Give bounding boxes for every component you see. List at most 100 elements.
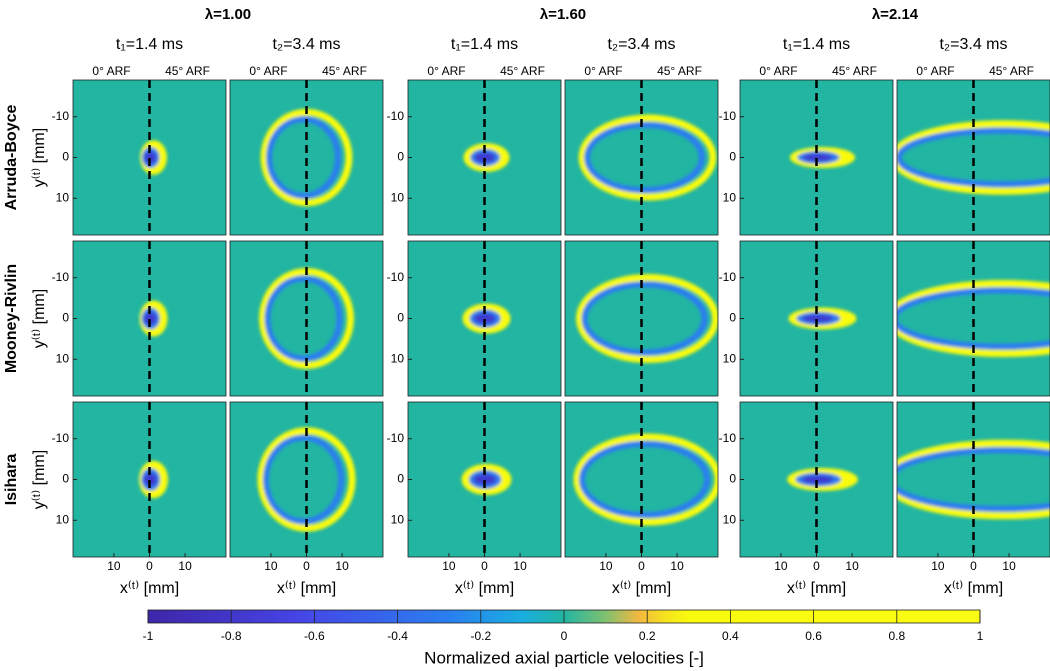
panel-title: t₁=1.4 ms: [783, 36, 850, 53]
heatmap: [897, 402, 1050, 557]
x-axis-label: x⁽ᵗ⁾ [mm]: [787, 580, 846, 597]
wave: [897, 120, 1050, 195]
half-label: 45° ARF: [500, 64, 545, 78]
wave-inner: [264, 275, 343, 362]
wave: [573, 433, 718, 526]
colorbar-label: Normalized axial particle velocities [-]: [424, 648, 704, 667]
row-label: Mooney-Rivlin: [3, 264, 20, 373]
wave-inner: [578, 440, 711, 519]
half-label: 0° ARF: [92, 64, 130, 78]
wave: [787, 468, 858, 491]
colorbar-tick-label: 0: [561, 629, 568, 643]
group-title: λ=1.00: [205, 6, 251, 23]
heatmap: [73, 402, 226, 557]
y-tick-label: -10: [719, 431, 737, 445]
wave-core: [143, 472, 157, 487]
heatmap: [408, 241, 561, 396]
y-tick-label: -10: [387, 109, 405, 123]
y-tick-label: 10: [723, 512, 737, 526]
y-tick-label: 10: [56, 512, 70, 526]
heatmap-bg: [230, 241, 383, 396]
panel-title: t₁=1.4 ms: [116, 36, 183, 53]
x-tick-label: 10: [513, 559, 527, 573]
colorbar-tick-label: 0.4: [722, 629, 739, 643]
panel-title: t₂=3.4 ms: [939, 36, 1007, 53]
half-label: 45° ARF: [989, 64, 1034, 78]
heatmap: [740, 241, 893, 396]
y-tick-label: -10: [387, 431, 405, 445]
heatmap: [740, 402, 893, 557]
y-tick-label: -10: [719, 270, 737, 284]
half-label: 45° ARF: [657, 64, 702, 78]
x-axis-label: x⁽ᵗ⁾ [mm]: [120, 580, 179, 597]
y-tick-label: 0: [62, 311, 69, 325]
wave: [138, 460, 169, 499]
group-title: λ=2.14: [872, 6, 919, 23]
half-label: 0° ARF: [427, 64, 465, 78]
y-tick-label: 10: [56, 351, 70, 365]
group-title: λ=1.60: [540, 6, 586, 23]
x-tick-label: 0: [146, 559, 153, 573]
y-tick-label: -10: [52, 270, 70, 284]
heatmap-bg: [897, 80, 1050, 235]
wave: [576, 274, 718, 363]
y-axis-label: y⁽ᵗ⁾ [mm]: [31, 450, 48, 509]
half-label: 45° ARF: [322, 64, 367, 78]
wave-inner: [897, 127, 1050, 188]
heatmap: [565, 241, 718, 396]
x-axis-label: x⁽ᵗ⁾ [mm]: [455, 580, 514, 597]
y-tick-label: -10: [52, 431, 70, 445]
wave: [139, 300, 168, 337]
x-tick-label: 10: [107, 559, 121, 573]
wave: [463, 143, 510, 172]
x-tick-label: 0: [481, 559, 488, 573]
y-tick-label: 10: [723, 190, 737, 204]
x-tick-label: 10: [178, 559, 192, 573]
half-label: 45° ARF: [165, 64, 210, 78]
row-label: Arruda-Boyce: [3, 105, 20, 211]
x-tick-label: 10: [599, 559, 613, 573]
wave: [788, 307, 857, 330]
colorbar-tick-label: 0.2: [639, 629, 656, 643]
y-tick-label: -10: [52, 109, 70, 123]
colorbar-tick-label: -0.4: [387, 629, 408, 643]
x-tick-label: 10: [845, 559, 859, 573]
half-label: 45° ARF: [832, 64, 877, 78]
colorbar-tick-label: 0.8: [888, 629, 905, 643]
x-tick-label: 0: [970, 559, 977, 573]
wave: [140, 140, 167, 175]
heatmap: [408, 80, 561, 235]
row-label: Isihara: [3, 454, 20, 506]
heatmap-bg: [565, 80, 718, 235]
y-tick-label: 10: [56, 190, 70, 204]
y-tick-label: 0: [62, 150, 69, 164]
wave-inner: [581, 281, 708, 356]
x-tick-label: 10: [1002, 559, 1016, 573]
x-tick-label: 0: [303, 559, 310, 573]
x-tick-label: 10: [774, 559, 788, 573]
heatmap: [73, 80, 226, 235]
wave-front: [573, 433, 718, 526]
wave: [461, 463, 512, 496]
heatmap-bg: [565, 241, 718, 396]
wave-front: [897, 439, 1050, 520]
heatmap: [897, 80, 1050, 235]
heatmap: [740, 80, 893, 235]
wave: [897, 280, 1050, 357]
x-tick-label: 10: [335, 559, 349, 573]
heatmap: [230, 402, 383, 557]
y-tick-label: 0: [397, 150, 404, 164]
heatmap-bg: [897, 402, 1050, 557]
y-tick-label: 0: [397, 472, 404, 486]
wave-core: [474, 152, 496, 163]
x-tick-label: 10: [670, 559, 684, 573]
half-label: 0° ARF: [584, 64, 622, 78]
y-tick-label: 0: [729, 311, 736, 325]
wave: [897, 439, 1050, 520]
heatmap: [230, 80, 383, 235]
panel-title: t₂=3.4 ms: [607, 36, 675, 53]
wave: [789, 146, 856, 169]
wave-core: [801, 475, 834, 484]
y-axis-label: y⁽ᵗ⁾ [mm]: [31, 289, 48, 348]
